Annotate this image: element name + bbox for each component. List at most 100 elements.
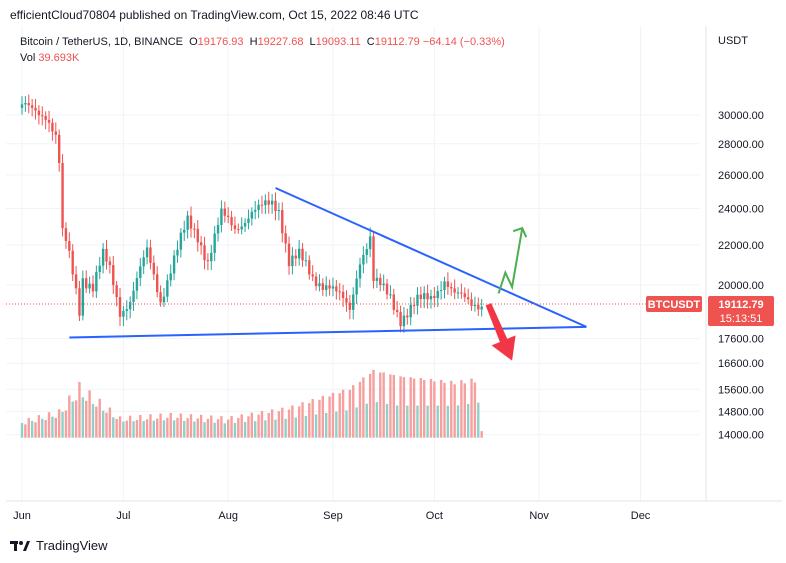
candle-body — [169, 273, 172, 281]
candle-body — [385, 283, 389, 295]
volume-bar — [436, 405, 439, 438]
candle-body — [382, 283, 385, 286]
candle-body — [362, 254, 365, 265]
bearish-arrow[interactable] — [485, 303, 516, 361]
volume-bar — [193, 421, 196, 438]
legend-open-label: O — [189, 36, 198, 48]
chart-area[interactable]: 30000.00 28000.00 26000.00 24000.00 22000.00… — [6, 26, 782, 528]
volume-bar — [409, 377, 412, 438]
candle-body — [162, 296, 166, 303]
candle-body — [260, 204, 264, 206]
volume-bar — [348, 389, 352, 438]
candle-body — [453, 288, 456, 293]
volume-bar — [264, 420, 267, 438]
candle-body — [237, 229, 240, 231]
candle-body — [426, 293, 429, 300]
bullish-arrowhead — [512, 226, 528, 238]
price-axis-label: 16600.00 — [718, 358, 764, 370]
candle-body — [78, 288, 81, 316]
candle-body — [358, 264, 362, 279]
symbol-badge — [646, 296, 702, 313]
candle-body — [460, 292, 463, 294]
candle-body — [152, 262, 156, 275]
legend-close-label: C — [366, 36, 375, 48]
candle-body — [412, 304, 416, 306]
volume-bar — [335, 411, 338, 438]
candle-body — [318, 283, 321, 287]
candle-body — [125, 309, 128, 311]
volume-bar — [233, 422, 237, 438]
volume-bar — [372, 369, 375, 438]
candle-body — [480, 306, 483, 310]
candle-body — [145, 247, 149, 258]
volume-bar — [183, 420, 186, 438]
candle-body — [287, 243, 291, 267]
volume-bar — [395, 405, 399, 438]
candle-body — [297, 248, 301, 259]
candle-body — [301, 248, 304, 261]
candle-body — [243, 222, 247, 227]
volume-bar — [318, 399, 321, 438]
volume-bar — [247, 416, 250, 438]
candle-body — [355, 278, 358, 295]
volume-bar — [78, 381, 81, 438]
candle-body — [199, 242, 203, 246]
candle-body — [135, 277, 139, 291]
volume-bar — [473, 382, 477, 438]
volume-bar — [61, 411, 64, 438]
price-axis-label: 30000.00 — [718, 110, 764, 122]
candle-body — [115, 285, 118, 298]
legend-change-value: −64.14 (−0.33%) — [422, 36, 505, 48]
volume-legend: Vol 39.693K — [20, 52, 79, 64]
volume-bar — [51, 416, 54, 438]
price-chart[interactable]: 30000.00 28000.00 26000.00 24000.00 22000.00… — [6, 26, 782, 528]
candle-body — [91, 283, 95, 292]
volume-bar — [352, 385, 355, 438]
publisher-caption: efficientCloud70804 published on Trading… — [10, 8, 419, 22]
volume-bar — [142, 420, 145, 438]
volume-bar — [95, 406, 98, 438]
candle-body — [395, 309, 399, 312]
candle-body — [68, 241, 71, 251]
candle-body — [210, 252, 213, 262]
legend-symbol[interactable]: Bitcoin / TetherUS, 1D, BINANCE — [20, 36, 184, 48]
time-axis-label: Dec — [631, 510, 651, 522]
volume-bar — [166, 417, 169, 438]
candle-body — [44, 116, 47, 120]
symbol-badge-text: BTCUSDT — [648, 299, 701, 311]
price-axis-label: 14000.00 — [718, 430, 764, 442]
candle-body — [365, 249, 368, 255]
legend-open-value: 19176.93 — [197, 36, 244, 48]
volume-bar — [331, 392, 335, 438]
candle-body — [189, 215, 193, 229]
candle-body — [179, 232, 183, 250]
volume-bar — [416, 405, 419, 438]
price-axis-label: 17600.00 — [718, 334, 764, 346]
last-price-value: 19112.79 — [718, 299, 763, 311]
volume-bar — [257, 414, 260, 438]
candle-body — [196, 228, 199, 243]
volume-bar — [446, 405, 450, 438]
bullish-arrow[interactable] — [497, 228, 524, 294]
volume-bar — [68, 395, 71, 438]
candle-body — [159, 292, 162, 303]
volume-bar — [439, 379, 443, 438]
volume-bar — [162, 420, 166, 438]
volume-bar — [463, 383, 466, 438]
candle-body — [30, 105, 34, 108]
candle-body — [203, 245, 206, 261]
candle-body — [335, 286, 338, 292]
volume-bar — [189, 414, 193, 438]
candle-body — [139, 266, 142, 278]
tradingview-brand[interactable]: TradingView — [10, 538, 108, 553]
volume-bar — [132, 421, 135, 438]
volume-label[interactable]: Vol — [20, 52, 36, 64]
volume-bar — [466, 404, 470, 438]
lower-trendline[interactable] — [69, 325, 587, 339]
currency-label: USDT — [718, 35, 748, 47]
candle-body — [470, 299, 473, 306]
candle-body — [220, 208, 223, 226]
candle-body — [439, 290, 443, 292]
volume-bar — [98, 398, 101, 438]
volume-bar — [81, 397, 85, 438]
